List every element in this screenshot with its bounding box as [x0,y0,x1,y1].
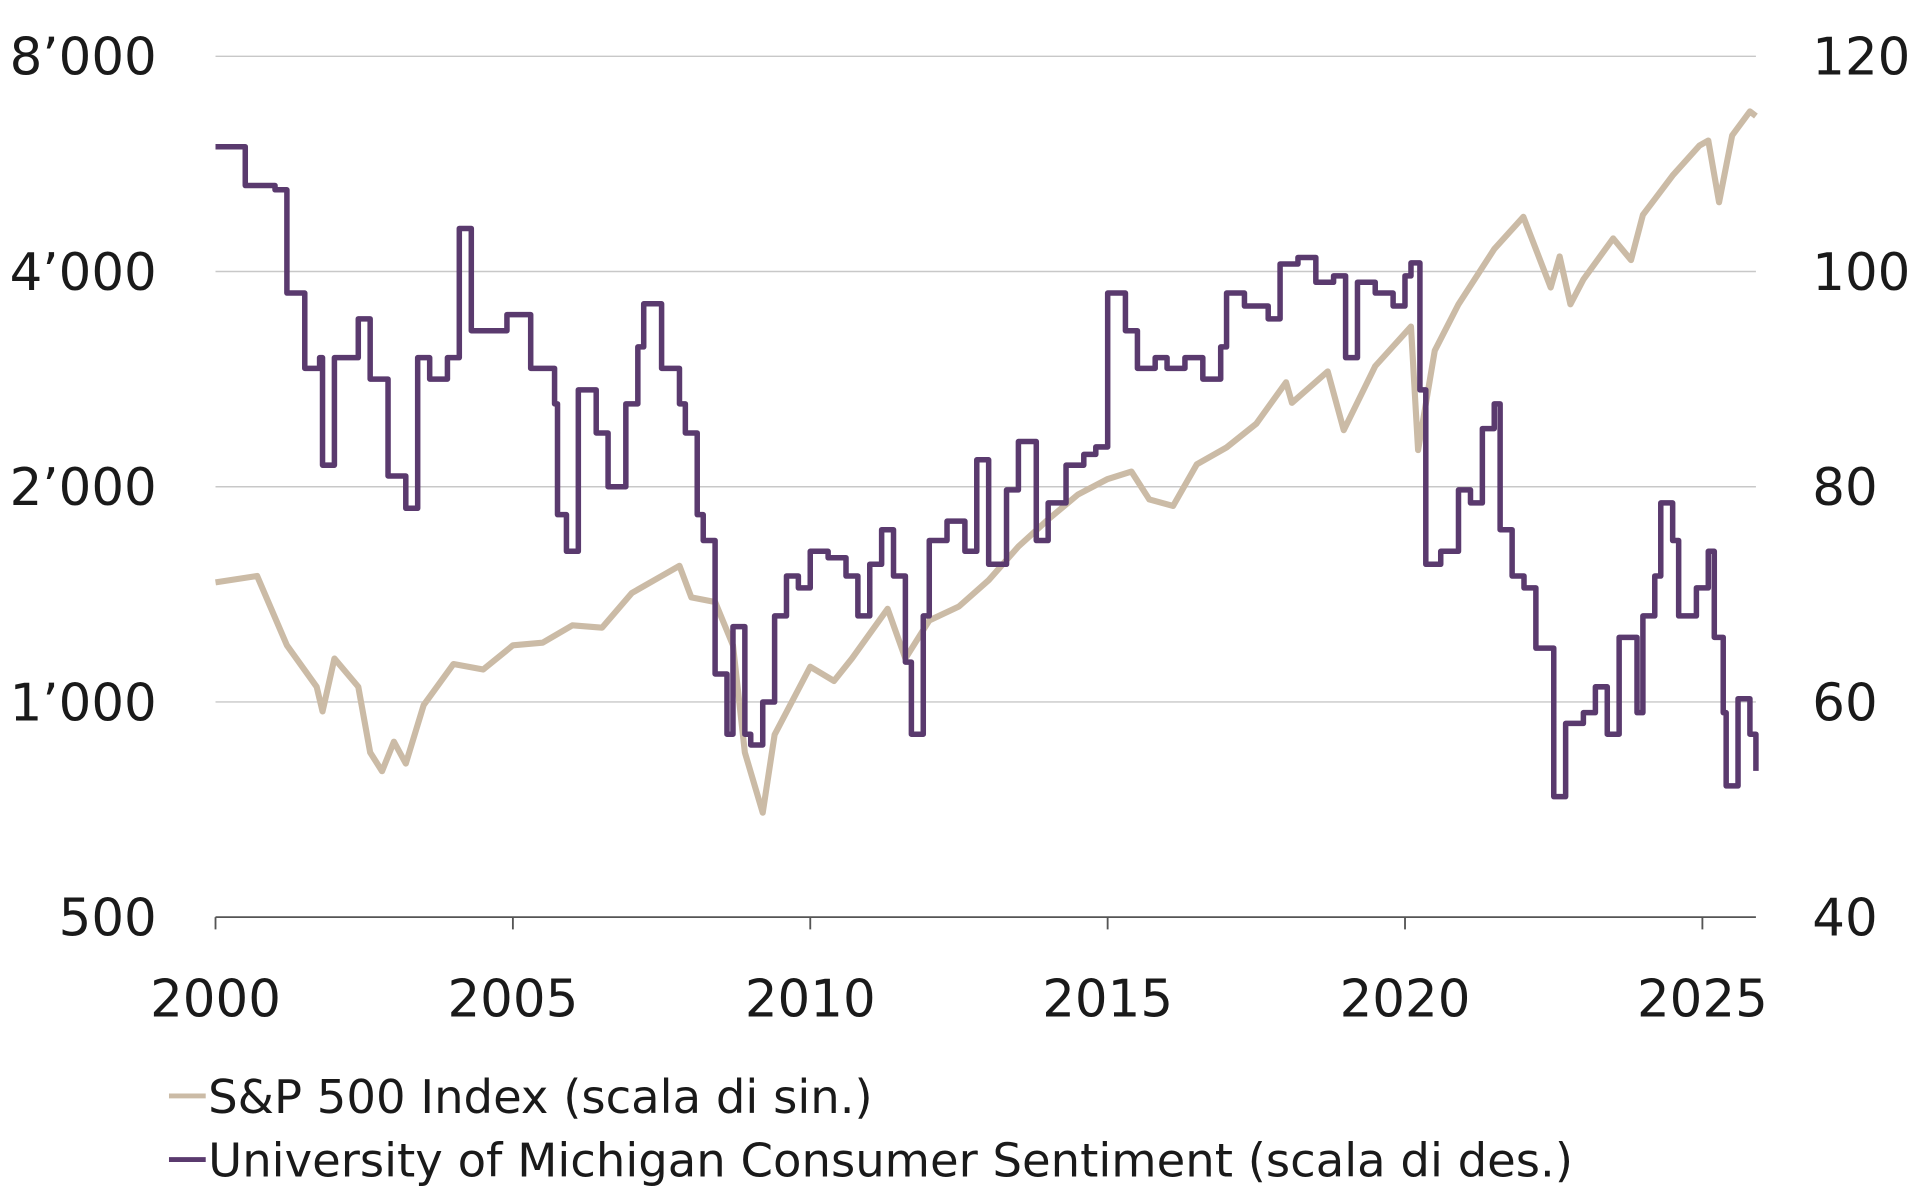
x-axis-tick-label: 2005 [447,969,578,1029]
x-axis-tick-label: 2015 [1042,969,1173,1029]
right-axis-tick-label: 120 [1812,28,1910,88]
right-axis-tick-label: 80 [1812,458,1877,518]
legend: S&P 500 Index (scala di sin.) University… [168,1070,1573,1188]
x-axis-tick-label: 2010 [745,969,876,1029]
left-axis-tick-label: 2’000 [10,458,157,518]
left-axis-tick-label: 1’000 [10,673,157,733]
axes: 500 1’000 2’000 4’000 8’000 40 60 80 100 120 2000 2… [10,28,1911,1030]
left-axis-tick-label: 8’000 [10,28,157,88]
legend-label-sentiment: University of Michigan Consumer Sentimen… [208,1134,1573,1188]
right-axis-tick-label: 100 [1812,243,1910,303]
right-axis-tick-label: 60 [1812,673,1877,733]
x-axis-tick-label: 2020 [1340,969,1471,1029]
left-axis-tick-label: 4’000 [10,243,157,303]
series-line-sentiment [215,143,1759,800]
x-axis-tick-label: 2025 [1637,969,1768,1029]
left-axis-tick-label: 500 [59,889,157,949]
legend-label-sp500: S&P 500 Index (scala di sin.) [208,1070,873,1124]
series-lines [215,108,1759,816]
right-axis-tick-label: 40 [1812,889,1877,949]
x-axis-tick-label: 2000 [150,969,281,1029]
